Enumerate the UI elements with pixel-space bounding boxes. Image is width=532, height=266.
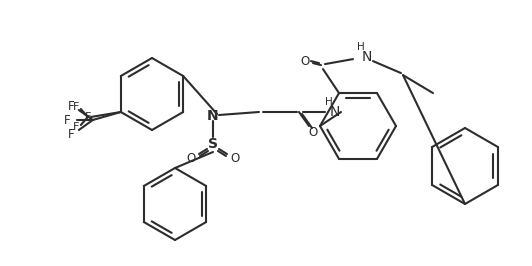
Text: H: H bbox=[325, 97, 333, 107]
Text: N: N bbox=[207, 109, 219, 123]
Text: O: O bbox=[230, 152, 239, 164]
Text: O: O bbox=[301, 55, 310, 68]
Text: H: H bbox=[357, 42, 365, 52]
Text: O: O bbox=[186, 152, 196, 164]
Text: S: S bbox=[208, 137, 218, 151]
Text: F: F bbox=[63, 114, 70, 127]
Text: F: F bbox=[73, 102, 79, 112]
Text: N: N bbox=[330, 105, 340, 119]
Text: N: N bbox=[362, 50, 372, 64]
Text: F: F bbox=[68, 99, 74, 113]
Text: F: F bbox=[73, 122, 79, 132]
Text: F: F bbox=[85, 112, 91, 122]
Text: F: F bbox=[68, 127, 74, 140]
Text: O: O bbox=[309, 126, 318, 139]
